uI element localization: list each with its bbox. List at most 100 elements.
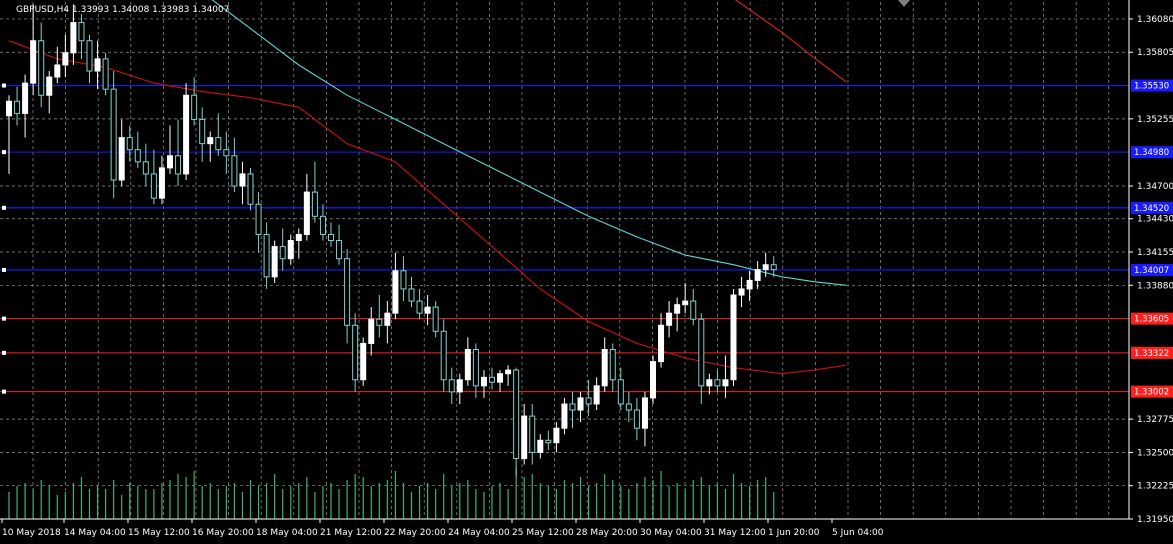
x-tick-label: 15 May 12:00 (128, 528, 190, 538)
candle-body (617, 379, 624, 405)
y-tick-label: 1.34430 (1137, 215, 1173, 225)
candle-body (134, 149, 141, 163)
chart-frame (0, 0, 1130, 520)
chart-title: GBPUSD,H4 1.33993 1.34008 1.33983 1.3400… (16, 5, 229, 15)
x-tick-label: 14 May 04:00 (64, 528, 126, 538)
y-tick-label: 1.32500 (1137, 448, 1173, 458)
scroll-marker-icon[interactable] (898, 0, 910, 7)
candle-body (456, 379, 463, 393)
candle-body (666, 312, 673, 326)
candle-body (319, 215, 326, 235)
candle-body (126, 137, 133, 151)
y-tick-label: 1.31950 (1137, 515, 1173, 525)
candle-body (762, 264, 769, 271)
level-handle (2, 205, 6, 210)
candle-body (207, 137, 214, 145)
candle-body (352, 324, 359, 381)
candle-body (400, 270, 407, 290)
price-level-label: 1.34980 (1134, 148, 1169, 158)
level-handle (2, 267, 6, 272)
candle-body (150, 173, 157, 199)
price-level-tag (1131, 201, 1173, 214)
candle-body (247, 173, 254, 205)
candle-body (142, 161, 149, 175)
level-handle (2, 316, 6, 321)
candle-body (489, 376, 495, 383)
candle-body (505, 369, 512, 375)
candle-body (714, 379, 721, 387)
time-axis[interactable]: 10 May 2018 14 May 04:00 15 May 12:00 16 Ma… (1, 519, 884, 538)
candle-body (376, 318, 383, 326)
candle-body (537, 439, 544, 453)
candle-body (690, 300, 697, 320)
candle-body (175, 155, 182, 175)
candle-body (480, 376, 487, 387)
price-level-label: 1.35530 (1134, 82, 1169, 92)
candle-body (231, 155, 238, 187)
volume-bars (8, 468, 775, 519)
x-tick-label: 1 Jun 20:00 (768, 528, 820, 538)
y-tick-label: 1.34155 (1137, 248, 1173, 258)
y-tick-label: 1.35255 (1137, 115, 1173, 125)
x-tick-label: 22 May 20:00 (384, 528, 446, 538)
x-tick-label: 18 May 04:00 (256, 528, 318, 538)
price-axis[interactable]: 1.36080 1.35805 1.35255 1.34700 1.34430 1.341… (1129, 15, 1173, 525)
candle-body (392, 270, 399, 314)
x-tick-label: 28 May 20:00 (576, 528, 638, 538)
candle-body (271, 246, 278, 278)
candle-body (86, 40, 93, 72)
candle-body (30, 40, 37, 84)
candle-body (38, 40, 45, 96)
candle-body (625, 403, 632, 411)
candle-body (770, 264, 777, 271)
price-levels[interactable]: 1.35530 1.34980 1.34520 1.34007 1.33605 1.333… (0, 79, 1173, 398)
candle-body (754, 269, 761, 281)
candle-body (239, 173, 246, 187)
price-level-label: 1.34007 (1134, 266, 1169, 276)
candle-body (424, 306, 431, 314)
candle-body (360, 342, 367, 381)
candle-body (706, 379, 713, 387)
candle-body (279, 246, 286, 260)
candle-body (464, 348, 471, 381)
y-tick-label: 1.35805 (1137, 48, 1173, 58)
x-tick-label: 30 May 04:00 (640, 528, 702, 538)
candle-body (521, 415, 528, 459)
candle-body (344, 258, 351, 326)
price-level-tag (1131, 146, 1173, 159)
candle-body (303, 191, 310, 235)
candle-body (46, 76, 53, 96)
candle-body (448, 379, 455, 393)
candle-body (22, 82, 29, 114)
price-level-tag (1131, 79, 1173, 92)
price-level-tag (1131, 263, 1173, 276)
candle-body (215, 137, 222, 151)
price-level-label: 1.33322 (1134, 349, 1169, 359)
candle-body (62, 52, 69, 66)
level-handle (2, 150, 6, 155)
x-tick-label: 21 May 12:00 (320, 528, 382, 538)
candle-body (585, 397, 592, 405)
candle-body (682, 300, 689, 306)
y-tick-label: 1.34700 (1137, 182, 1173, 192)
candle-body (384, 312, 391, 326)
candle-body (432, 306, 439, 332)
x-tick-label: 5 Jun 04:00 (832, 528, 884, 538)
candle-body (287, 240, 294, 260)
candle-body (730, 294, 737, 381)
level-handle (2, 350, 6, 355)
candle-body (674, 304, 681, 314)
price-level-tag (1131, 385, 1173, 398)
candle-body (408, 288, 415, 302)
candle-body (183, 94, 190, 175)
candle-body (609, 348, 616, 381)
price-level-label: 1.33002 (1134, 388, 1169, 398)
candle-body (199, 118, 206, 145)
candle-body (569, 403, 576, 411)
candle-body (78, 22, 85, 42)
x-tick-label: 16 May 20:00 (192, 528, 254, 538)
candle-body (255, 203, 262, 235)
candlesticks (6, 4, 777, 477)
candle-body (577, 397, 584, 411)
